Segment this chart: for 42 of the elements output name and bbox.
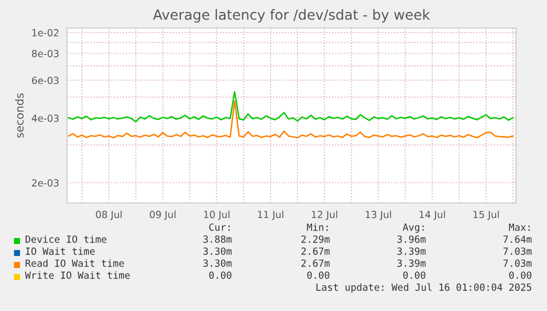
text: Cur: bbox=[209, 223, 230, 231]
y-axis-title: seconds bbox=[15, 93, 24, 138]
x-tick-label: 14 Jul bbox=[420, 210, 445, 220]
x-tick-label: 13 Jul bbox=[366, 210, 391, 220]
x-tick-label: 12 Jul bbox=[312, 210, 338, 220]
text: 0.00 bbox=[307, 271, 330, 279]
x-tick-label: 11 Jul bbox=[258, 210, 284, 220]
text: 7.64m bbox=[503, 235, 532, 243]
text: 0.00 bbox=[403, 271, 426, 279]
text: 3.88m bbox=[203, 235, 232, 243]
text: Avg: bbox=[402, 224, 424, 233]
text: 0.00 bbox=[509, 271, 532, 279]
text: Max: bbox=[508, 224, 530, 231]
text: 3.39m bbox=[397, 259, 426, 267]
legend-label: Write IO Wait time bbox=[25, 271, 130, 279]
x-tick-label: 15 Jul bbox=[474, 210, 499, 220]
y-tick-label: 2e-03 bbox=[32, 179, 59, 187]
text: 7.03m bbox=[503, 247, 532, 255]
y-tick-label: 1e-02 bbox=[32, 29, 58, 36]
y-tick-label: 8e-03 bbox=[32, 50, 59, 58]
y-tick-label: 6e-03 bbox=[32, 76, 59, 84]
text: 2.29m bbox=[301, 235, 330, 243]
text: 3.39m bbox=[397, 247, 426, 255]
text: Min: bbox=[306, 223, 328, 231]
text: 3.30m bbox=[203, 259, 232, 267]
text: 2.67m bbox=[301, 259, 330, 267]
x-tick-label: 10 Jul bbox=[204, 210, 230, 220]
line-series bbox=[68, 91, 514, 122]
chart-title: Average latency for /dev/sdat - by week bbox=[153, 9, 430, 23]
text: 7.03m bbox=[503, 259, 532, 267]
text: 3.96m bbox=[397, 235, 426, 243]
legend-label: Read IO Wait time bbox=[26, 259, 124, 267]
text: 0.00 bbox=[209, 271, 232, 279]
legend-label: IO Wait time bbox=[26, 247, 95, 255]
y-tick-label: 4e-03 bbox=[32, 114, 59, 122]
text: 2.67m bbox=[301, 247, 330, 255]
text: 3.30m bbox=[203, 247, 232, 255]
text: Last update: Wed Jul 16 01:00:04 2025 bbox=[316, 283, 532, 293]
x-tick-label: 09 Jul bbox=[150, 210, 176, 220]
legend-label: Device IO time bbox=[26, 235, 106, 243]
x-tick-label: 08 Jul bbox=[96, 210, 122, 220]
line-series bbox=[68, 100, 514, 138]
